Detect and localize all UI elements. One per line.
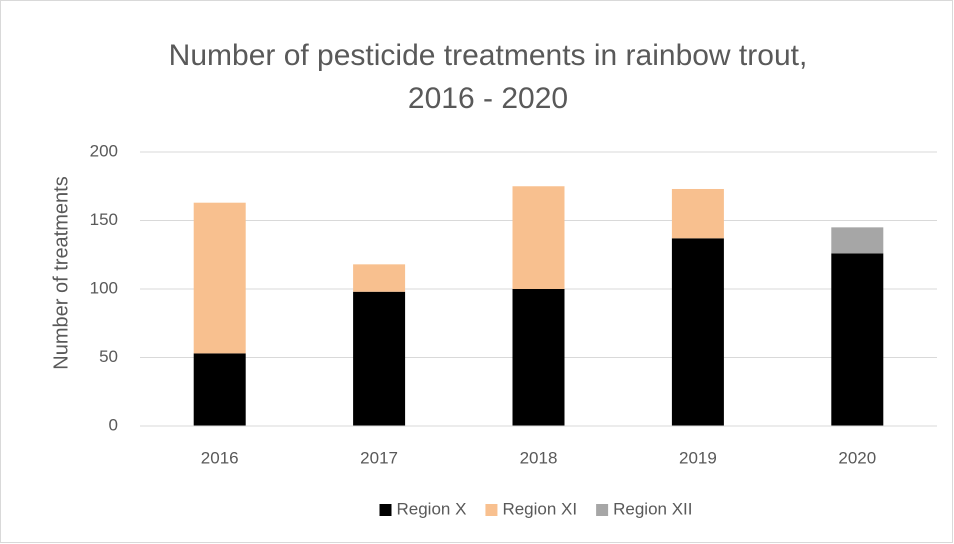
y-tick-label: 50 [99, 347, 118, 366]
y-axis-label: Number of treatments [50, 176, 72, 369]
bar-segment [512, 186, 565, 289]
bar-segment [831, 227, 884, 254]
x-tick-label: 2016 [201, 448, 239, 467]
chart-title: Number of pesticide treatments in rainbo… [169, 39, 808, 72]
legend-swatch [379, 504, 392, 516]
x-tick-label: 2020 [838, 448, 876, 467]
bar-segment [831, 253, 884, 426]
x-tick-label: 2017 [360, 448, 398, 467]
y-tick-label: 100 [90, 278, 118, 297]
x-tick-label: 2019 [679, 448, 717, 467]
y-tick-label: 150 [90, 210, 118, 229]
bar-segment [512, 289, 565, 426]
bar-segment [353, 264, 406, 292]
bar-segment [353, 291, 406, 426]
legend-label: Region X [397, 499, 467, 518]
bar-segment [193, 353, 246, 426]
bar-segment [671, 238, 724, 426]
bar-segment [671, 188, 724, 239]
legend-label: Region XII [613, 499, 692, 518]
legend-swatch [485, 504, 498, 516]
bar-segment [193, 202, 246, 354]
legend-label: Region XI [502, 499, 577, 518]
legend-swatch [596, 504, 609, 516]
x-tick-label: 2018 [520, 448, 558, 467]
y-tick-label: 0 [109, 415, 118, 434]
chart-title: 2016 - 2020 [408, 82, 568, 115]
y-tick-label: 200 [90, 141, 118, 160]
